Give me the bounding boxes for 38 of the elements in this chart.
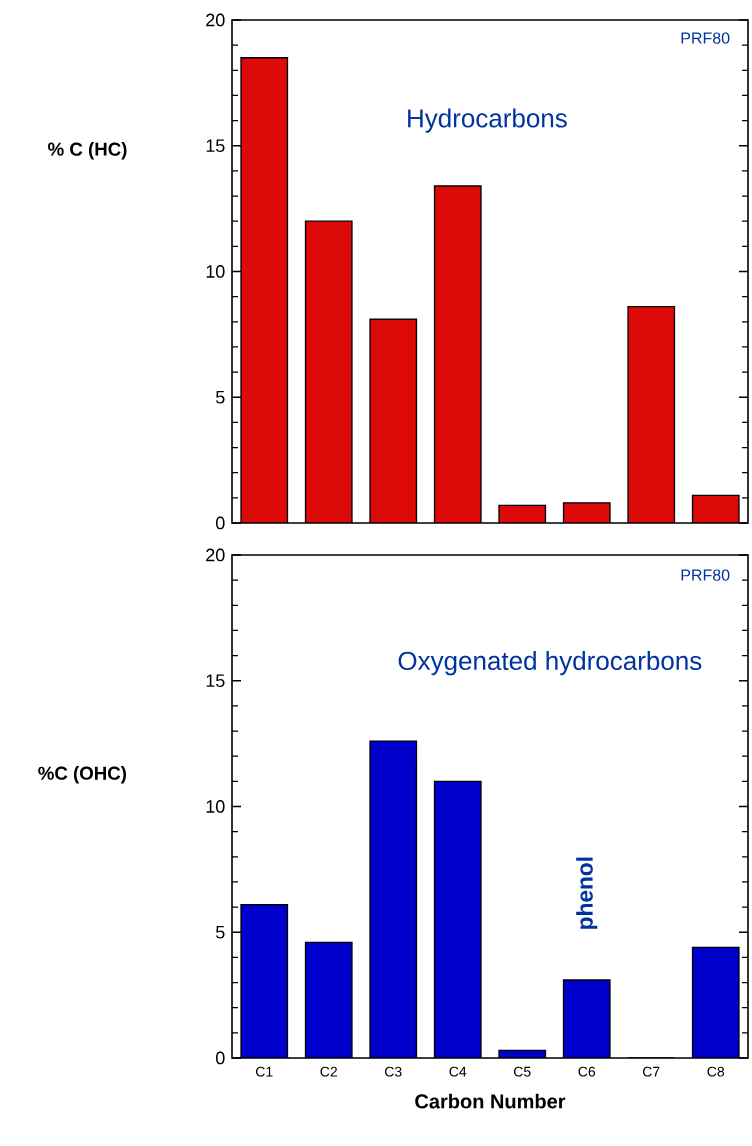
y-tick-label: 10 <box>206 265 225 278</box>
bar <box>370 741 417 1058</box>
y-tick-label: 20 <box>206 13 225 27</box>
x-tick-label: C5 <box>514 1066 531 1077</box>
y-axis-title: % C (HC) <box>48 142 127 160</box>
x-tick-label: C6 <box>578 1066 596 1077</box>
bar <box>691 946 740 1058</box>
bar <box>369 318 418 523</box>
y-tick-label: 20 <box>206 548 225 562</box>
y-tick-label: 15 <box>206 139 225 153</box>
x-tick-label: C3 <box>385 1066 402 1077</box>
x-tick-label: C7 <box>643 1066 660 1077</box>
x-tick-label: C2 <box>320 1066 337 1077</box>
bar <box>433 185 482 523</box>
annotation: PRF80 <box>681 569 730 581</box>
x-tick-label: C8 <box>707 1066 725 1077</box>
bar <box>434 781 481 1058</box>
bar <box>563 980 610 1058</box>
y-tick-label: 10 <box>206 800 225 813</box>
annotation: Hydrocarbons <box>408 108 567 133</box>
x-tick-label: C1 <box>256 1066 273 1077</box>
y-tick-label: 5 <box>215 390 225 404</box>
y-tick-label: 5 <box>215 925 225 939</box>
bar <box>304 220 353 523</box>
annotation: Oxygenated hydrocarbons <box>398 651 702 676</box>
bar <box>691 494 740 523</box>
x-tick-label: C4 <box>449 1066 467 1077</box>
y-tick-label: 15 <box>206 674 225 688</box>
bar <box>240 57 289 523</box>
annotation: PRF80 <box>681 32 730 44</box>
y-tick-label: 0 <box>215 1051 225 1065</box>
y-tick-label: 0 <box>215 516 225 530</box>
bar <box>627 306 676 523</box>
x-axis-title: Carbon Number <box>415 1093 566 1109</box>
bar <box>305 942 352 1058</box>
y-axis-title: %C (OHC) <box>38 766 126 784</box>
annotation: phenol <box>576 857 598 929</box>
bar <box>241 904 288 1058</box>
